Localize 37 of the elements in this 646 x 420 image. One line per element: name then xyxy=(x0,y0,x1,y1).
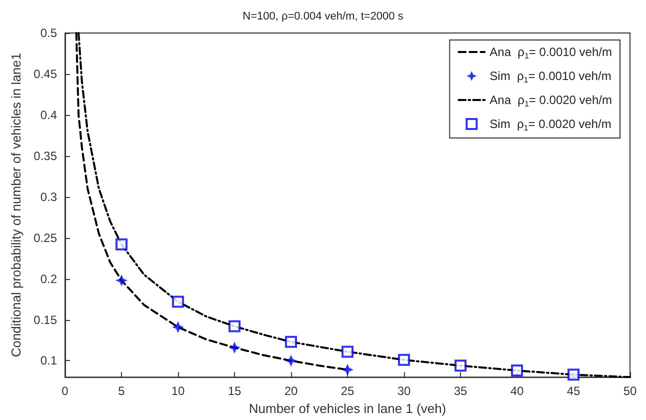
x-tick-label: 40 xyxy=(510,384,524,398)
y-tick-label: 0.2 xyxy=(40,272,58,286)
point xyxy=(342,364,354,376)
point xyxy=(511,364,523,377)
point xyxy=(116,274,128,286)
y-tick-label: 0.45 xyxy=(34,66,58,81)
point xyxy=(454,360,466,372)
y-tick-label: 0.4 xyxy=(40,108,58,122)
point xyxy=(398,354,410,366)
x-tick-label: 10 xyxy=(171,384,185,398)
point xyxy=(568,368,580,381)
y-tick-label: 0.25 xyxy=(34,230,58,245)
x-tick-label: 45 xyxy=(566,384,580,398)
point xyxy=(228,320,240,332)
point xyxy=(172,296,184,308)
x-tick-label: 15 xyxy=(228,384,242,398)
x-tick-label: 30 xyxy=(397,384,411,398)
point xyxy=(116,238,128,250)
chart-title: N=100, ρ=0.004 veh/m, t=2000 s xyxy=(242,10,404,22)
y-axis-title: Conditional probability of number of vehicles in lane1 xyxy=(8,52,24,358)
point xyxy=(285,336,297,348)
x-tick-label: 25 xyxy=(340,384,354,398)
point xyxy=(228,342,240,354)
y-tick-label: 0.3 xyxy=(40,190,58,204)
x-tick-label: 35 xyxy=(454,384,468,398)
x-axis-title: Number of vehicles in lane 1 (veh) xyxy=(248,401,446,416)
point xyxy=(342,346,354,358)
x-tick-label: 5 xyxy=(118,384,126,398)
x-tick-label: 0 xyxy=(62,384,69,398)
y-tick-label: 0.1 xyxy=(40,354,58,368)
point xyxy=(172,321,184,334)
y-tick-label: 0.5 xyxy=(40,26,58,40)
point xyxy=(285,354,297,367)
x-tick-label: 50 xyxy=(623,384,637,398)
x-tick-label: 20 xyxy=(284,384,298,398)
y-tick-label: 0.35 xyxy=(34,148,58,163)
y-tick-label: 0.15 xyxy=(34,312,58,327)
